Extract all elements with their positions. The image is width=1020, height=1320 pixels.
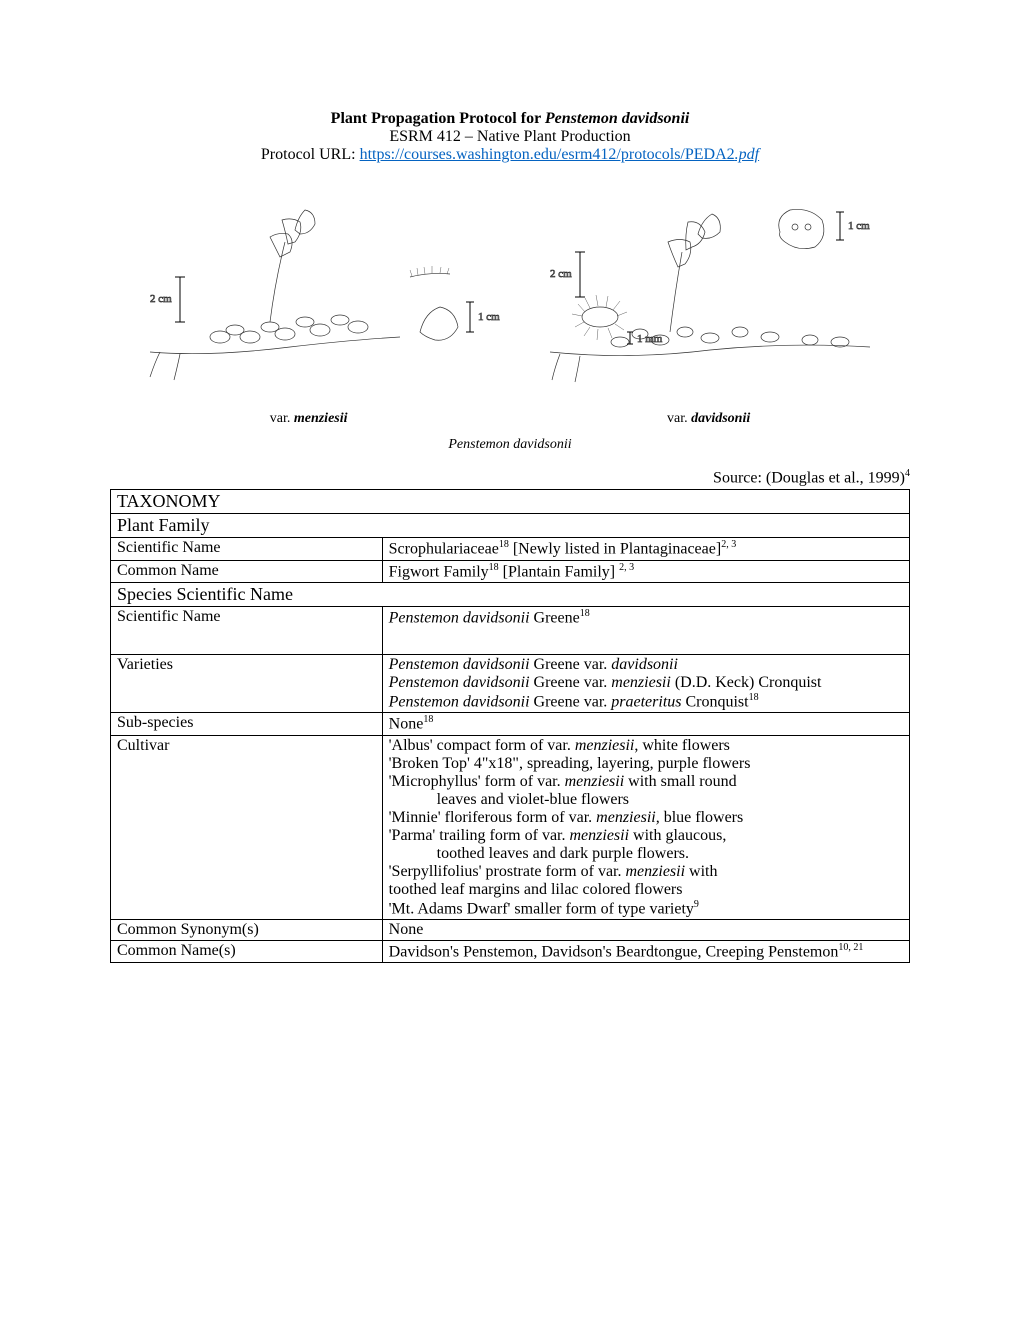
value-common-names: Davidson's Penstemon, Davidson's Beardto… (382, 940, 909, 962)
botanical-illustration: 2 cm 1 cm (110, 182, 910, 462)
svg-text:2 cm: 2 cm (150, 293, 172, 305)
label-varieties: Varieties (111, 654, 383, 712)
taxonomy-header-row: TAXONOMY (111, 490, 910, 514)
title: Plant Propagation Protocol for Penstemon… (110, 110, 910, 128)
row-synonym: Common Synonym(s) None (111, 919, 910, 940)
value-varieties: Penstemon davidsonii Greene var. davidso… (382, 654, 909, 712)
plant-family-header-row: Plant Family (111, 514, 910, 538)
row-subspecies: Sub-species None18 (111, 713, 910, 735)
species-caption: Penstemon davidsonii (110, 437, 910, 453)
plant-family-header: Plant Family (111, 514, 910, 538)
species-scientific-header-row: Species Scientific Name (111, 582, 910, 606)
protocol-url-line: Protocol URL: https://courses.washington… (110, 146, 910, 164)
value-subspecies: None18 (382, 713, 909, 735)
value-cultivar: 'Albus' compact form of var. menziesii, … (382, 735, 909, 919)
document-header: Plant Propagation Protocol for Penstemon… (110, 110, 910, 164)
svg-text:1 cm: 1 cm (478, 311, 500, 323)
svg-text:1 cm: 1 cm (848, 220, 870, 232)
label-subspecies: Sub-species (111, 713, 383, 735)
row-scientific-name-family: Scientific Name Scrophulariaceae18 [Newl… (111, 538, 910, 560)
value-synonym: None (382, 919, 909, 940)
row-common-names: Common Name(s) Davidson's Penstemon, Dav… (111, 940, 910, 962)
value-scientific-name-family: Scrophulariaceae18 [Newly listed in Plan… (382, 538, 909, 560)
caption-davidsonii: var. davidsonii (667, 411, 750, 427)
title-species: Penstemon davidsonii (545, 110, 689, 127)
row-varieties: Varieties Penstemon davidsonii Greene va… (111, 654, 910, 712)
svg-text:2 cm: 2 cm (550, 268, 572, 280)
svg-text:1 mm: 1 mm (637, 333, 663, 345)
species-scientific-header: Species Scientific Name (111, 582, 910, 606)
caption-menziesii: var. menziesii (270, 411, 348, 427)
value-species-sci: Penstemon davidsonii Greene18 (382, 606, 909, 654)
label-common-name: Common Name (111, 560, 383, 582)
row-common-name-family: Common Name Figwort Family18 [Plantain F… (111, 560, 910, 582)
subtitle: ESRM 412 – Native Plant Production (110, 128, 910, 146)
url-prefix: Protocol URL: (261, 146, 360, 163)
label-synonym: Common Synonym(s) (111, 919, 383, 940)
plant-illustration-svg: 2 cm 1 cm (110, 182, 910, 402)
taxonomy-header: TAXONOMY (111, 490, 910, 514)
label-common-names: Common Name(s) (111, 940, 383, 962)
row-cultivar: Cultivar 'Albus' compact form of var. me… (111, 735, 910, 919)
label-scientific-name: Scientific Name (111, 538, 383, 560)
value-common-name-family: Figwort Family18 [Plantain Family] 2, 3 (382, 560, 909, 582)
title-prefix: Plant Propagation Protocol for (331, 110, 545, 127)
variety-captions: var. menziesii var. davidsonii (110, 411, 910, 427)
label-cultivar: Cultivar (111, 735, 383, 919)
protocol-url-link[interactable]: https://courses.washington.edu/esrm412/p… (360, 146, 760, 163)
label-species-sci: Scientific Name (111, 606, 383, 654)
row-species-scientific-name: Scientific Name Penstemon davidsonii Gre… (111, 606, 910, 654)
figure-source: Source: (Douglas et al., 1999)4 (110, 468, 910, 487)
taxonomy-table: TAXONOMY Plant Family Scientific Name Sc… (110, 489, 910, 963)
